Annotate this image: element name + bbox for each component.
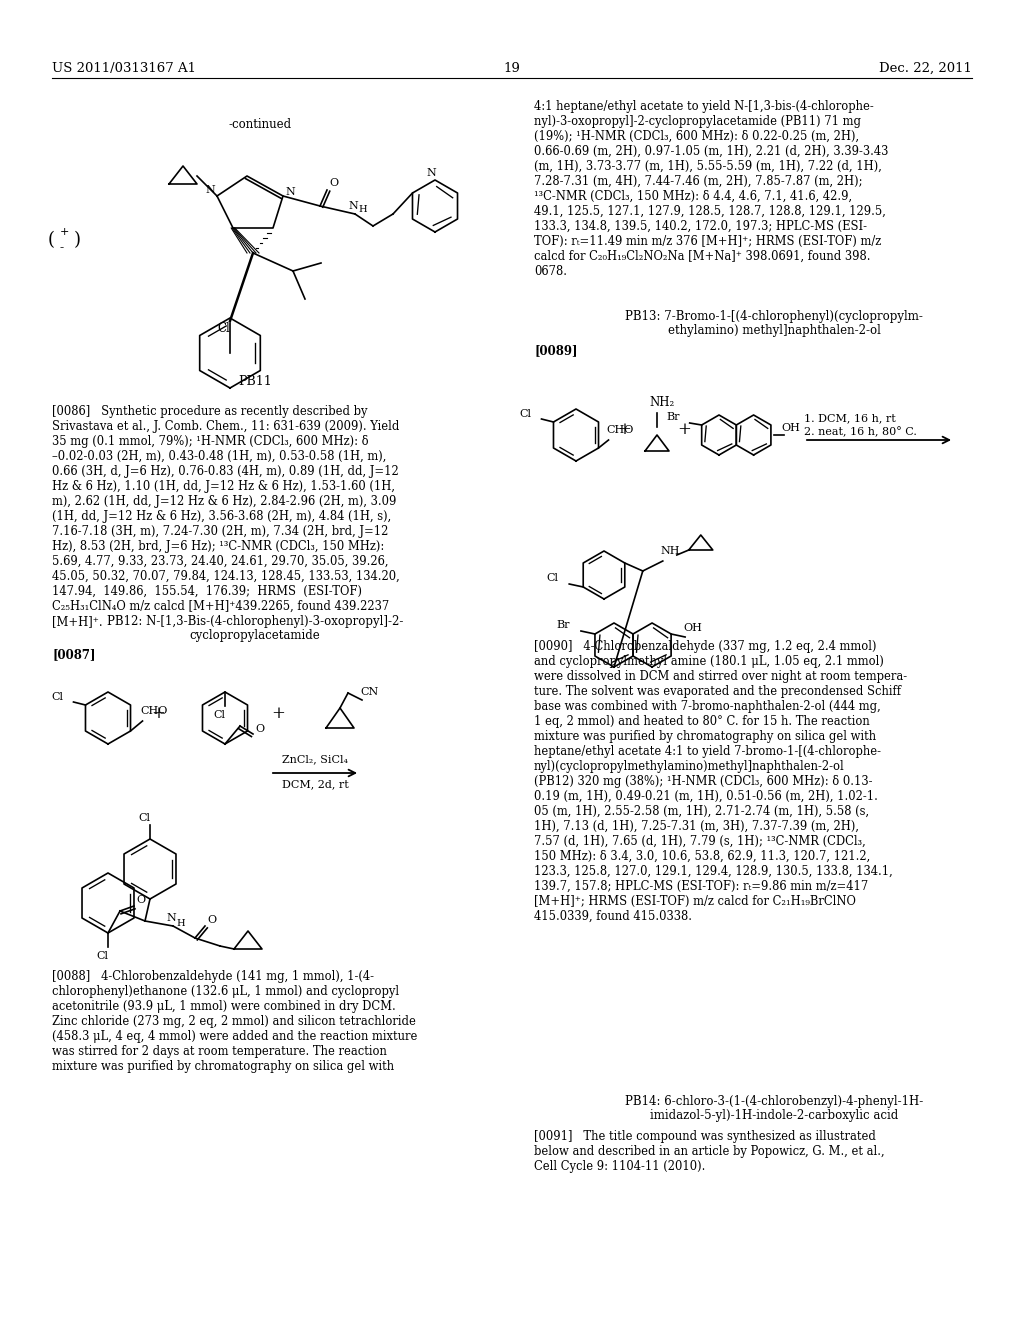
Text: -continued: -continued <box>228 117 292 131</box>
Text: H: H <box>358 206 368 214</box>
Text: +: + <box>60 227 70 238</box>
Text: Cl: Cl <box>213 710 225 719</box>
Text: Cl: Cl <box>138 813 150 822</box>
Text: 4:1 heptane/ethyl acetate to yield N-[1,3-bis-(4-chlorophe-
nyl)-3-oxopropyl]-2-: 4:1 heptane/ethyl acetate to yield N-[1,… <box>534 100 889 279</box>
Text: [0087]: [0087] <box>52 648 95 661</box>
Text: 19: 19 <box>504 62 520 75</box>
Text: [0090]   4-Chlorobenzaldehyde (337 mg, 1.2 eq, 2.4 mmol)
and cyclopropylmethyl a: [0090] 4-Chlorobenzaldehyde (337 mg, 1.2… <box>534 640 907 923</box>
Text: OH: OH <box>781 422 801 433</box>
Text: +: + <box>152 705 165 722</box>
Text: Cl: Cl <box>546 573 558 583</box>
Text: O: O <box>255 723 264 734</box>
Text: O: O <box>207 915 216 925</box>
Text: -: - <box>60 242 65 255</box>
Text: PB13: 7-Bromo-1-[(4-chlorophenyl)(cyclopropylm-: PB13: 7-Bromo-1-[(4-chlorophenyl)(cyclop… <box>625 310 923 323</box>
Text: Dec. 22, 2011: Dec. 22, 2011 <box>880 62 972 75</box>
Text: +: + <box>677 421 691 438</box>
Text: NH: NH <box>660 546 680 556</box>
Text: [0091]   The title compound was synthesized as illustrated
below and described i: [0091] The title compound was synthesize… <box>534 1130 885 1173</box>
Text: PB11: PB11 <box>239 375 272 388</box>
Text: Cl: Cl <box>218 322 230 335</box>
Text: OH: OH <box>683 623 702 634</box>
Text: H: H <box>177 919 185 928</box>
Text: N: N <box>426 168 436 178</box>
Text: N: N <box>205 185 215 195</box>
Text: imidazol-5-yl)-1H-indole-2-carboxylic acid: imidazol-5-yl)-1H-indole-2-carboxylic ac… <box>650 1109 898 1122</box>
Text: Cl: Cl <box>519 409 531 418</box>
Text: CHO: CHO <box>606 425 634 436</box>
Text: PB12: N-[1,3-Bis-(4-chlorophenyl)-3-oxopropyl]-2-: PB12: N-[1,3-Bis-(4-chlorophenyl)-3-oxop… <box>106 615 403 628</box>
Text: US 2011/0313167 A1: US 2011/0313167 A1 <box>52 62 196 75</box>
Text: +: + <box>271 705 285 722</box>
Text: 1. DCM, 16 h, rt: 1. DCM, 16 h, rt <box>804 413 896 422</box>
Text: Br: Br <box>556 620 570 630</box>
Text: [0089]: [0089] <box>534 345 578 356</box>
Text: ZnCl₂, SiCl₄: ZnCl₂, SiCl₄ <box>282 754 348 764</box>
Text: PB14: 6-chloro-3-(1-(4-chlorobenzyl)-4-phenyl-1H-: PB14: 6-chloro-3-(1-(4-chlorobenzyl)-4-p… <box>625 1096 923 1107</box>
Text: [0088]   4-Chlorobenzaldehyde (141 mg, 1 mmol), 1-(4-
chlorophenyl)ethanone (132: [0088] 4-Chlorobenzaldehyde (141 mg, 1 m… <box>52 970 418 1073</box>
Text: ): ) <box>74 231 81 249</box>
Text: Cl: Cl <box>96 950 108 961</box>
Text: ethylamino) methyl]naphthalen-2-ol: ethylamino) methyl]naphthalen-2-ol <box>668 323 881 337</box>
Text: 2. neat, 16 h, 80° C.: 2. neat, 16 h, 80° C. <box>804 426 916 437</box>
Text: CN: CN <box>360 686 378 697</box>
Text: Cl: Cl <box>51 692 63 702</box>
Text: O: O <box>329 178 338 187</box>
Text: N: N <box>166 913 176 923</box>
Text: (: ( <box>48 231 55 249</box>
Text: +: + <box>617 421 631 438</box>
Text: cyclopropylacetamide: cyclopropylacetamide <box>189 630 321 642</box>
Text: O: O <box>136 895 145 906</box>
Text: DCM, 2d, rt: DCM, 2d, rt <box>282 779 348 789</box>
Text: CHO: CHO <box>140 706 168 715</box>
Text: NH₂: NH₂ <box>649 396 674 409</box>
Text: Br: Br <box>667 412 680 422</box>
Text: N: N <box>285 187 295 197</box>
Text: [0086]   Synthetic procedure as recently described by
Srivastava et al., J. Comb: [0086] Synthetic procedure as recently d… <box>52 405 399 628</box>
Text: N: N <box>348 201 357 211</box>
